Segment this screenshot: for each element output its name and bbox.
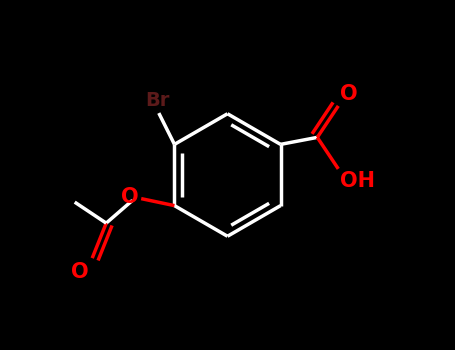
Text: O: O — [121, 187, 138, 207]
Text: O: O — [340, 84, 358, 104]
Text: O: O — [71, 261, 89, 282]
Text: OH: OH — [340, 170, 375, 191]
Text: Br: Br — [145, 91, 169, 110]
